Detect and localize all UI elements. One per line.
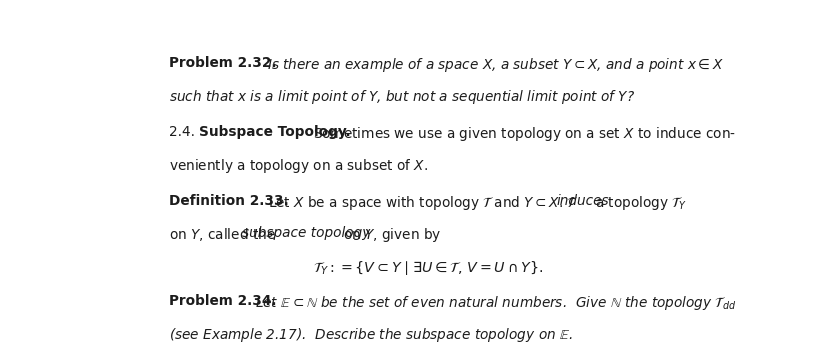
Text: on $Y$, given by: on $Y$, given by xyxy=(342,226,441,245)
Text: a topology $\mathcal{T}_Y$: a topology $\mathcal{T}_Y$ xyxy=(595,194,687,212)
Text: Subspace Topology.: Subspace Topology. xyxy=(199,125,351,139)
Text: subspace topology: subspace topology xyxy=(242,226,371,240)
Text: Problem 2.34.: Problem 2.34. xyxy=(169,294,276,308)
Text: Is there an example of a space $X$, a subset $Y \subset X$, and a point $x \in X: Is there an example of a space $X$, a su… xyxy=(267,56,724,74)
Text: 2.4.: 2.4. xyxy=(169,125,195,139)
Text: Sometimes we use a given topology on a set $X$ to induce con-: Sometimes we use a given topology on a s… xyxy=(313,125,736,143)
Text: veniently a topology on a subset of $X$.: veniently a topology on a subset of $X$. xyxy=(169,157,428,175)
Text: Problem 2.32.: Problem 2.32. xyxy=(169,56,276,70)
Text: Let $\mathbb{E} \subset \mathbb{N}$ be the set of even natural numbers.  Give $\: Let $\mathbb{E} \subset \mathbb{N}$ be t… xyxy=(255,294,736,312)
Text: induces: induces xyxy=(556,194,609,208)
Text: $\mathcal{T}_Y := \{V \subset Y \mid \exists U \in \mathcal{T},\, V = U \cap Y\}: $\mathcal{T}_Y := \{V \subset Y \mid \ex… xyxy=(313,259,543,277)
Text: such that $x$ is a limit point of $Y$, but not a sequential limit point of $Y$?: such that $x$ is a limit point of $Y$, b… xyxy=(169,88,635,106)
Text: (see Example 2.17).  Describe the subspace topology on $\mathbb{E}$.: (see Example 2.17). Describe the subspac… xyxy=(169,326,573,343)
Text: Let $X$ be a space with topology $\mathcal{T}$ and $Y \subset X$. $\mathcal{T}$: Let $X$ be a space with topology $\mathc… xyxy=(268,194,579,212)
Text: on $Y$, called the: on $Y$, called the xyxy=(169,226,276,244)
Text: Definition 2.33.: Definition 2.33. xyxy=(169,194,289,208)
